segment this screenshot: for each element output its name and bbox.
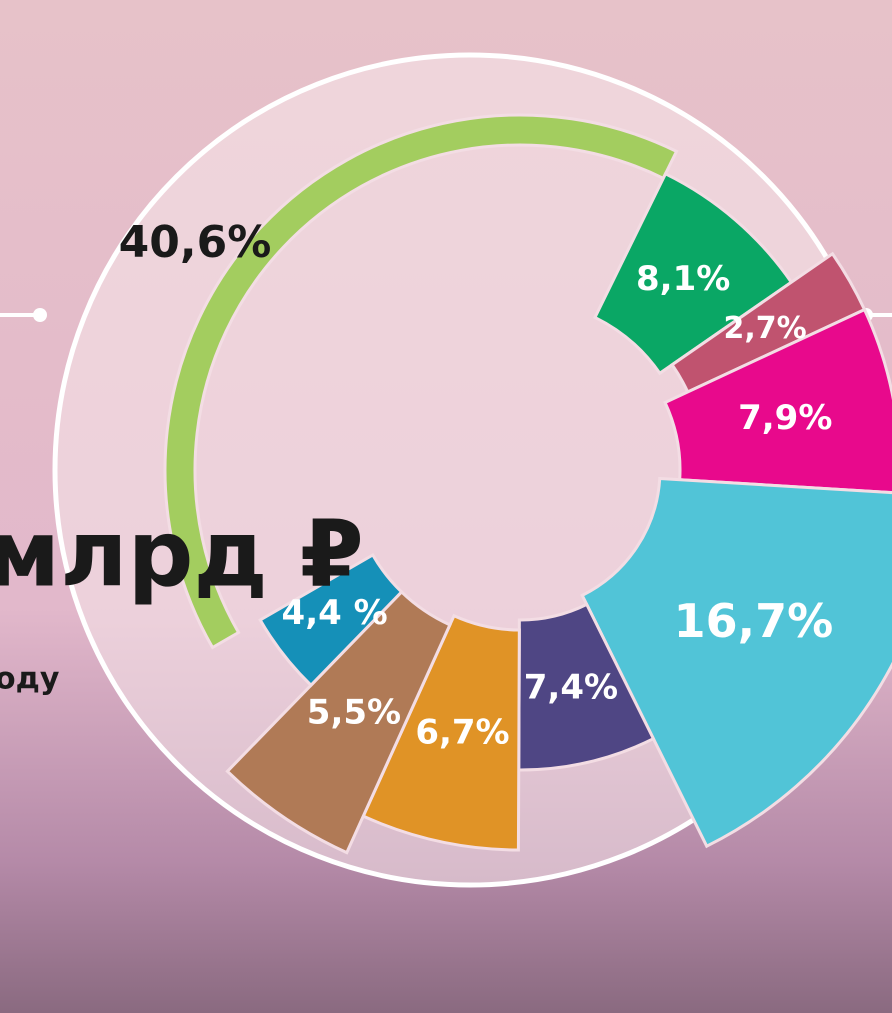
headline: млрд ₽ <box>0 500 364 607</box>
value-label: 7,4% <box>524 668 618 708</box>
value-label: 7,9% <box>738 398 832 438</box>
value-label: 4,4 % <box>282 593 388 633</box>
chart: млрд ₽ оду 40,6% 8,1% 2,7% 7,9% 16,7% 7,4% 6,7… <box>0 0 892 1013</box>
dot <box>33 308 47 322</box>
value-label: 6,7% <box>415 712 509 752</box>
value-label: 40,6% <box>119 217 272 268</box>
value-label: 5,5% <box>307 692 401 732</box>
subline: оду <box>0 662 60 697</box>
value-label: 16,7% <box>674 594 834 648</box>
value-label: 8,1% <box>636 259 730 299</box>
value-label: 2,7% <box>723 311 806 346</box>
page: {"chart_data": {"type": "pie", "headline… <box>0 0 892 1013</box>
